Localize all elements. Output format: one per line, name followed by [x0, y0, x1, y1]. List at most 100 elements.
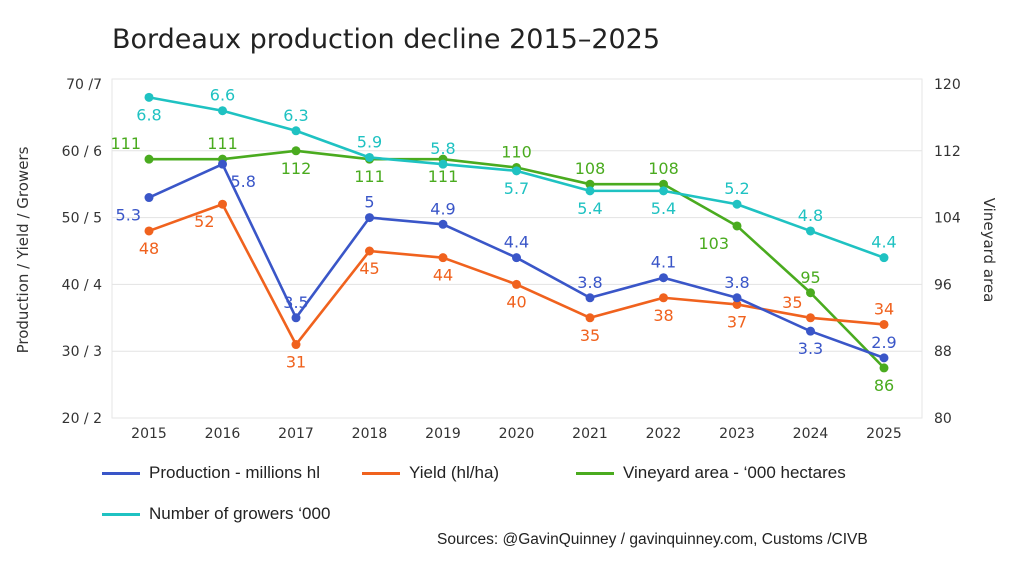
y2-tick-label: 104: [934, 211, 961, 227]
data-point: [365, 213, 374, 223]
data-point: [806, 326, 815, 336]
legend-swatch-yield: [362, 471, 400, 475]
chart-title: Bordeaux production decline 2015–2025: [112, 24, 660, 55]
data-point: [291, 340, 301, 350]
x-tick-label: 2025: [866, 426, 902, 442]
y-tick-label: 20 / 2: [62, 411, 102, 427]
data-label: 35: [782, 293, 802, 312]
data-label: 5.8: [231, 172, 256, 191]
data-point: [291, 126, 301, 136]
data-point: [438, 253, 448, 263]
data-point: [659, 293, 668, 303]
y-tick-label: 50 / 5: [62, 211, 102, 227]
data-point: [512, 253, 521, 263]
data-label: 103: [698, 234, 729, 253]
right-axis-ticks: 120 112 104 96 88 80: [934, 77, 961, 427]
data-point: [659, 273, 668, 283]
data-point: [659, 179, 668, 189]
data-label: 5: [364, 193, 374, 212]
legend-label: Vineyard area - ‘000 hectares: [623, 463, 846, 482]
x-axis-ticks: 2015 2016 2017 2018 2019 2020 2021 2022 2023 2024…: [131, 426, 902, 442]
data-label: 111: [110, 134, 141, 153]
y-tick-label: 60 / 6: [62, 144, 102, 160]
data-label: 5.4: [651, 199, 676, 218]
left-axis-ticks: 70 /7 60 / 6 50 / 5 40 / 4 30 / 3 20 / 2: [62, 77, 102, 427]
legend-label: Production - millions hl: [149, 463, 321, 482]
data-point: [218, 106, 227, 116]
data-label: 3.5: [283, 293, 308, 312]
data-point: [438, 219, 448, 229]
plot-border: [111, 78, 923, 419]
data-point: [732, 299, 742, 309]
data-label: 111: [207, 134, 238, 153]
data-point: [879, 353, 889, 363]
legend-label: Yield (hl/ha): [409, 463, 500, 482]
data-label: 111: [428, 167, 459, 186]
data-point: [585, 179, 595, 189]
data-point: [659, 186, 668, 196]
x-tick-label: 2017: [278, 426, 314, 442]
data-label: 37: [727, 312, 747, 331]
data-point: [585, 293, 595, 303]
series-3: 6.8 6.6 6.3 5.9 5.8 5.7 5.4 5.4 5.2 4.8 4.4: [136, 86, 897, 263]
series-0: 5.3 5.8 3.5 5 4.9 4.4 3.8 4.1 3.8 3.3 2.9: [116, 159, 897, 363]
data-label: 4.1: [651, 253, 676, 272]
x-tick-label: 2022: [646, 426, 682, 442]
data-point: [585, 313, 595, 323]
data-label: 38: [653, 306, 673, 325]
y2-axis-label: Vineyard area: [980, 198, 998, 303]
data-point: [144, 92, 154, 102]
data-label: 4.9: [430, 199, 455, 218]
data-point: [732, 199, 742, 209]
data-label: 3.8: [577, 273, 602, 292]
data-label: 6.6: [210, 86, 235, 105]
data-label: 34: [874, 299, 894, 318]
data-point: [879, 253, 889, 263]
data-label: 3.8: [724, 273, 749, 292]
legend-item-vineyard: Vineyard area - ‘000 hectares: [576, 463, 846, 483]
y2-tick-label: 80: [934, 411, 952, 427]
data-label: 48: [139, 239, 159, 258]
data-label: 45: [359, 259, 379, 278]
legend-item-production: Production - millions hl: [102, 463, 320, 483]
x-tick-label: 2020: [499, 426, 535, 442]
x-tick-label: 2019: [425, 426, 461, 442]
data-label: 52: [194, 212, 214, 231]
data-label: 86: [874, 376, 894, 395]
data-label: 35: [580, 326, 600, 345]
x-tick-label: 2015: [131, 426, 167, 442]
y2-tick-label: 88: [934, 344, 952, 360]
data-point: [144, 193, 154, 203]
data-label: 5.7: [504, 179, 529, 198]
data-point: [365, 152, 374, 162]
data-label: 2.9: [871, 333, 896, 352]
data-label: 5.4: [577, 199, 602, 218]
data-point: [512, 166, 521, 176]
y2-tick-label: 120: [934, 77, 961, 93]
data-point: [218, 159, 227, 169]
legend-swatch-growers: [102, 512, 140, 516]
data-point: [806, 288, 815, 298]
data-point: [879, 319, 889, 329]
data-point: [144, 154, 154, 164]
data-label: 40: [506, 292, 526, 311]
x-tick-label: 2021: [572, 426, 608, 442]
data-label: 111: [354, 167, 385, 186]
data-point: [291, 313, 301, 323]
legend-label: Number of growers ‘000: [149, 504, 331, 523]
data-label: 6.8: [136, 105, 161, 124]
series-group: 111 111 112 111 111 110 108 108 103 95 86 6.8 6.6 6.3…: [110, 86, 896, 395]
data-label: 6.3: [283, 106, 308, 125]
data-label: 4.4: [871, 233, 896, 252]
legend-swatch-vineyard: [576, 471, 614, 475]
data-point: [218, 199, 227, 209]
data-point: [732, 293, 742, 303]
data-point: [806, 313, 815, 323]
data-point: [438, 159, 448, 169]
data-label: 5.8: [430, 139, 455, 158]
x-tick-label: 2018: [352, 426, 388, 442]
data-label: 4.8: [798, 206, 823, 225]
data-point: [806, 226, 815, 236]
data-point: [144, 226, 154, 236]
